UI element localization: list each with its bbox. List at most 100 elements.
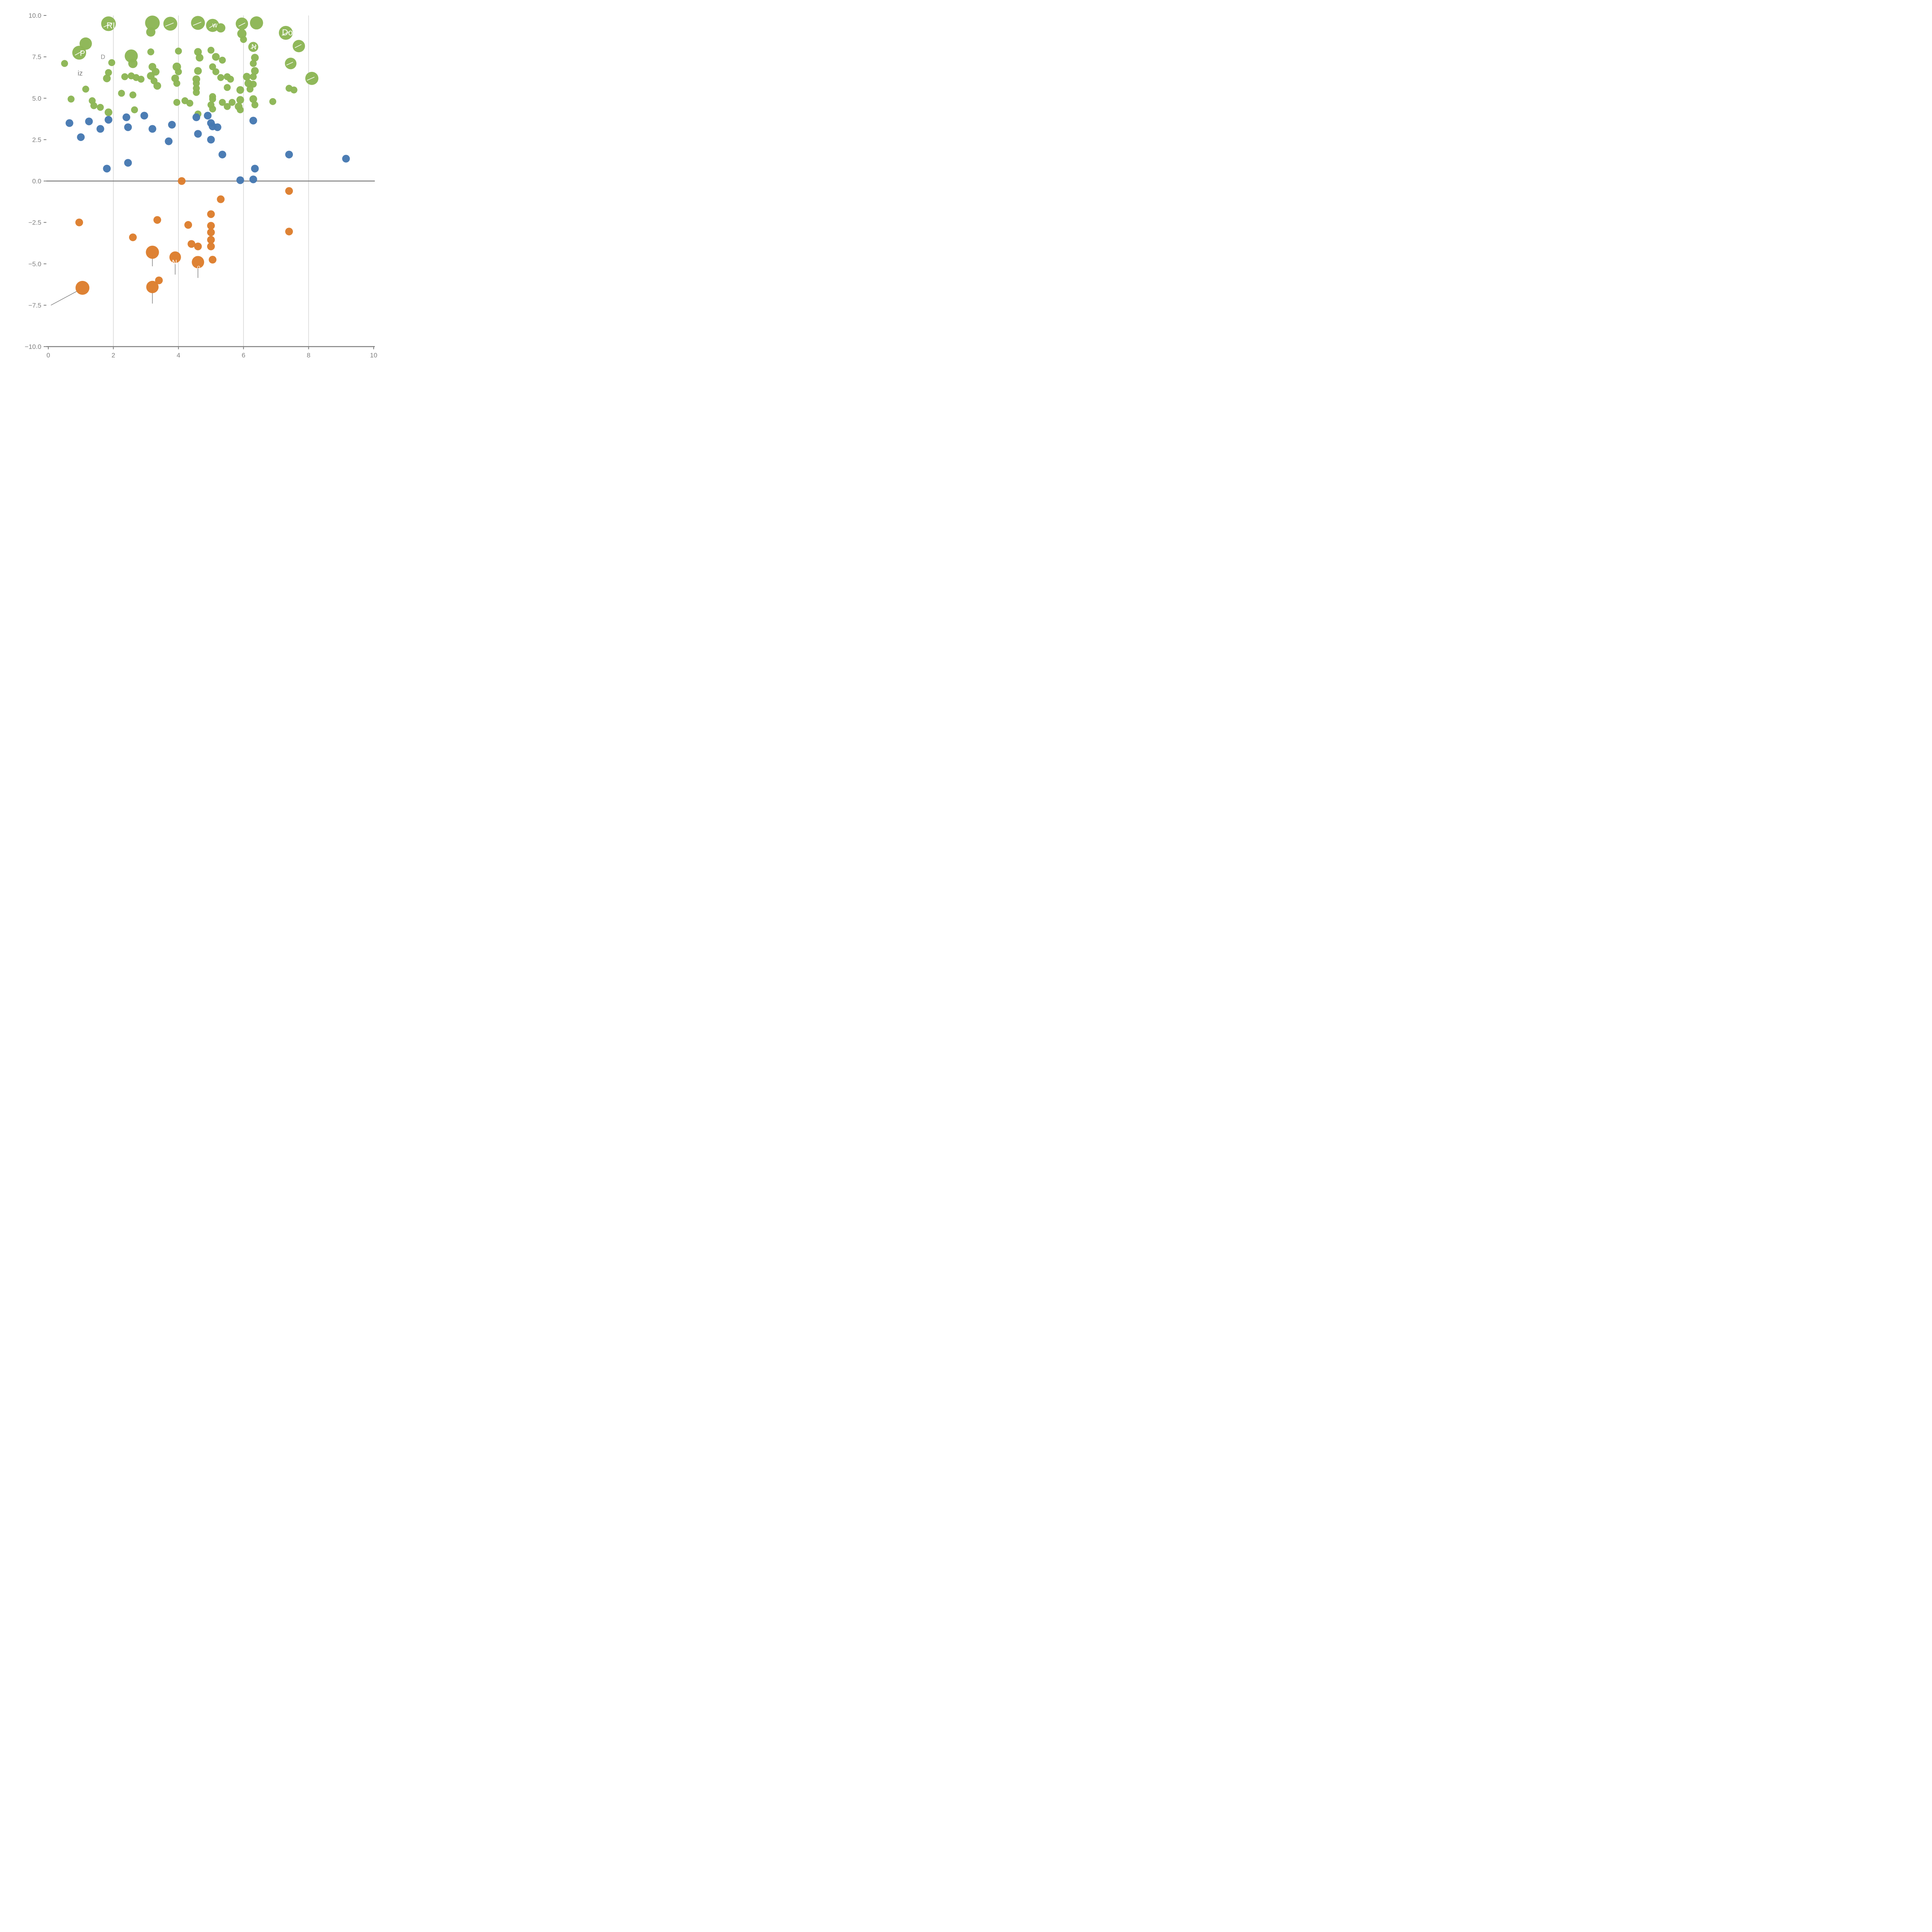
data-point-green bbox=[247, 85, 254, 93]
label-leader-line-white bbox=[250, 45, 257, 49]
data-point-green bbox=[209, 63, 216, 70]
data-point-green bbox=[250, 16, 263, 30]
data-point-green bbox=[251, 101, 259, 109]
data-point-green bbox=[236, 86, 244, 94]
label-leader-line-white bbox=[307, 77, 315, 81]
data-point-green bbox=[108, 59, 116, 66]
data-point-green bbox=[128, 59, 138, 68]
data-point-blue bbox=[249, 117, 257, 125]
point-annotation: P bbox=[80, 49, 85, 58]
data-point-green bbox=[219, 56, 226, 64]
bubble-chart: 0 2 4 6 8 10 −10.0 −7.5 −5.0 −2.5 0.0 2.5 5.0 7.5 10.0… bbox=[0, 0, 386, 386]
label-leader-line-white bbox=[103, 22, 113, 27]
data-point-orange bbox=[209, 256, 217, 264]
label-leader-line-white bbox=[286, 62, 293, 66]
label-leader-line-white bbox=[209, 23, 216, 28]
point-annotation: o bbox=[197, 264, 200, 270]
x-axis-tick-label: 0 bbox=[46, 352, 50, 359]
data-point-blue bbox=[140, 112, 148, 120]
x-axis-tick-label: 6 bbox=[242, 352, 245, 359]
data-point-orange bbox=[207, 228, 215, 236]
data-point-blue bbox=[236, 176, 244, 184]
data-point-green bbox=[250, 60, 257, 67]
data-point-orange bbox=[146, 245, 159, 259]
data-point-orange bbox=[207, 236, 215, 244]
data-point-blue bbox=[122, 113, 131, 121]
data-point-blue bbox=[192, 113, 201, 121]
data-point-green bbox=[67, 95, 75, 103]
data-point-green bbox=[194, 48, 202, 56]
data-point-green bbox=[224, 84, 231, 91]
data-point-green bbox=[146, 27, 156, 37]
data-point-blue bbox=[249, 175, 257, 184]
data-point-green bbox=[196, 54, 204, 62]
y-axis-tick-label: −10.0 bbox=[25, 343, 41, 350]
data-point-orange bbox=[207, 222, 215, 230]
data-point-orange bbox=[194, 242, 202, 250]
data-point-orange bbox=[207, 210, 215, 218]
data-point-green bbox=[224, 103, 231, 110]
data-point-green bbox=[191, 16, 205, 30]
data-point-blue bbox=[96, 125, 104, 133]
data-point-orange bbox=[184, 221, 192, 229]
point-annotation: RI bbox=[107, 20, 115, 30]
data-point-green bbox=[209, 95, 216, 103]
data-point-green bbox=[145, 15, 160, 31]
data-point-blue bbox=[194, 130, 202, 138]
y-axis-tick-label: 10.0 bbox=[29, 12, 41, 19]
data-point-green bbox=[129, 91, 136, 99]
data-point-green bbox=[217, 74, 224, 81]
data-point-orange bbox=[187, 240, 196, 248]
data-point-orange bbox=[146, 281, 159, 293]
data-point-green bbox=[207, 46, 214, 54]
data-point-green bbox=[97, 104, 104, 111]
data-point-orange bbox=[207, 242, 215, 250]
data-point-green bbox=[250, 73, 257, 80]
label-leader-line-white bbox=[75, 51, 83, 56]
data-point-green bbox=[163, 17, 177, 31]
data-point-green bbox=[290, 86, 298, 94]
data-point-orange bbox=[192, 256, 204, 269]
point-annotation: D bbox=[101, 54, 105, 61]
data-point-green bbox=[101, 16, 116, 31]
data-point-green bbox=[237, 29, 247, 39]
y-axis-tick-label: −2.5 bbox=[28, 219, 41, 226]
data-point-blue bbox=[124, 123, 132, 131]
data-point-green bbox=[61, 60, 68, 67]
data-point-orange bbox=[75, 218, 83, 226]
data-point-green bbox=[147, 48, 155, 56]
data-point-blue bbox=[104, 116, 112, 124]
data-point-orange bbox=[169, 251, 181, 263]
point-annotation: Do bbox=[282, 27, 293, 37]
data-point-blue bbox=[77, 133, 85, 141]
data-point-green bbox=[137, 75, 145, 83]
data-point-blue bbox=[65, 119, 73, 127]
data-point-orange bbox=[285, 187, 293, 195]
data-point-green bbox=[228, 99, 236, 106]
data-point-green bbox=[216, 23, 226, 33]
data-point-green bbox=[193, 80, 200, 87]
label-leader-line-white bbox=[282, 32, 289, 36]
data-point-blue bbox=[285, 150, 293, 158]
data-point-green bbox=[236, 106, 244, 114]
data-point-green bbox=[235, 17, 248, 30]
data-point-green bbox=[153, 82, 162, 90]
data-point-blue bbox=[218, 150, 226, 158]
data-point-blue bbox=[342, 155, 350, 163]
data-point-green bbox=[269, 98, 276, 105]
data-point-blue bbox=[207, 136, 215, 144]
data-point-green bbox=[173, 99, 180, 106]
y-axis-tick-label: −7.5 bbox=[28, 302, 41, 309]
data-point-green bbox=[248, 42, 259, 52]
data-point-orange bbox=[129, 233, 137, 242]
plot-background bbox=[0, 0, 386, 386]
data-point-orange bbox=[178, 177, 186, 185]
data-point-green bbox=[293, 40, 305, 53]
data-point-green bbox=[173, 80, 180, 87]
data-point-green bbox=[105, 69, 112, 76]
data-point-green bbox=[103, 74, 111, 82]
data-point-green bbox=[227, 75, 234, 83]
x-axis-tick-label: 10 bbox=[370, 352, 378, 359]
data-point-green bbox=[279, 26, 293, 40]
data-point-green bbox=[251, 67, 259, 75]
